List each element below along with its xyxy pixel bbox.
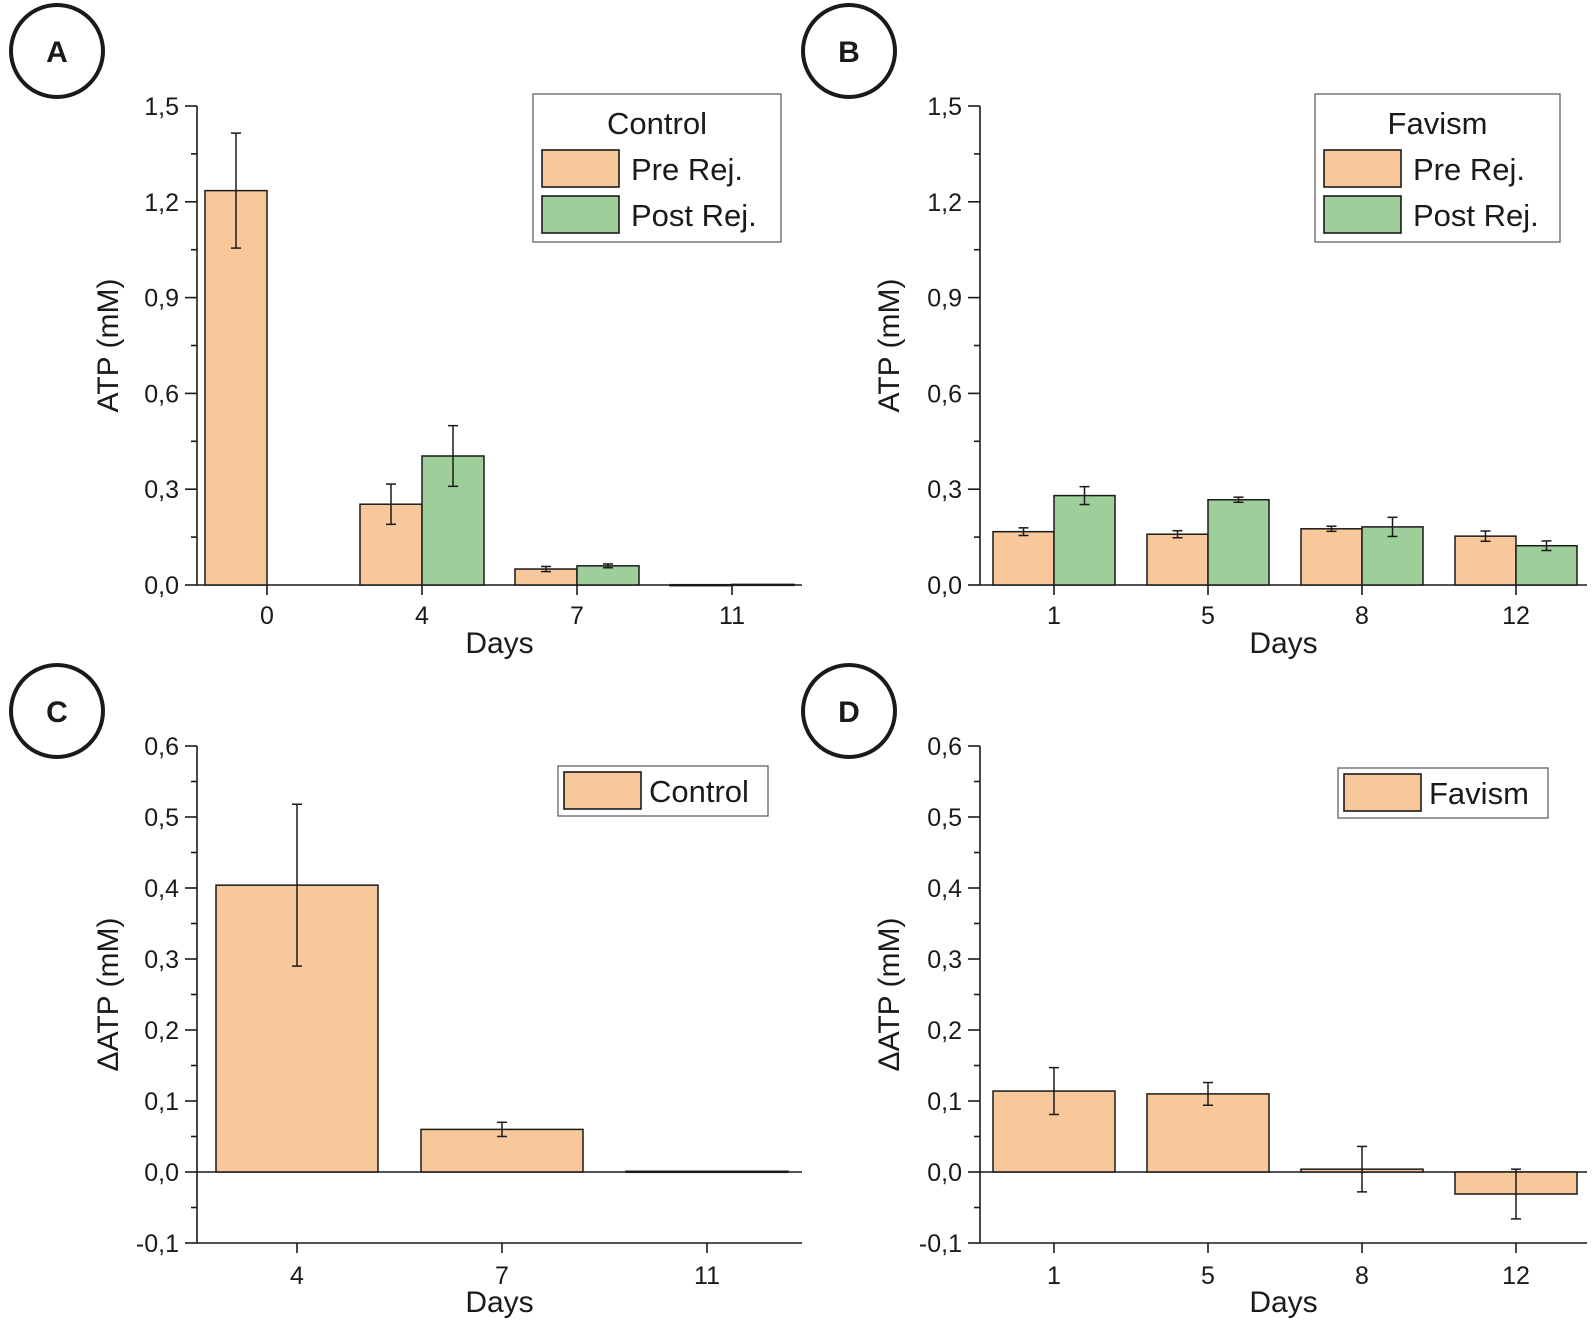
legend: Control — [557, 765, 769, 817]
bar-pre-rej — [669, 583, 733, 587]
bar-pre-rej — [204, 189, 268, 586]
panel-d: D -0,1 0,0 0,1 0,2 0,3 0,4 0,5 0,6 1 5 8 12 ΔATP (mM)… — [801, 663, 1587, 1319]
y-tick-label: 0,3 — [927, 476, 962, 504]
x-tick-label: 7 — [495, 1262, 509, 1290]
y-tick-label: 1,5 — [144, 93, 179, 121]
legend-swatch — [541, 149, 620, 188]
bar-control — [625, 1170, 789, 1174]
y-tick-label: 0,6 — [144, 380, 179, 408]
x-axis-title: Days — [465, 1286, 533, 1319]
y-tick-label: 0,5 — [927, 804, 962, 832]
y-tick-label: 0,4 — [144, 875, 179, 903]
bar-pre-rej — [992, 530, 1055, 586]
x-tick-label: 7 — [570, 602, 584, 630]
x-tick-label: 12 — [1502, 1262, 1530, 1290]
panel-label: A — [46, 36, 68, 69]
y-tick-label: 0,9 — [927, 285, 962, 313]
x-axis-title: Days — [465, 627, 533, 660]
x-tick-label: 8 — [1355, 602, 1369, 630]
y-tick-label: 0,1 — [927, 1088, 962, 1116]
x-tick-label: 1 — [1047, 602, 1061, 630]
legend-label: Post Rej. — [631, 198, 757, 233]
bar-post-rej — [731, 583, 795, 587]
y-tick-label: 1,5 — [927, 93, 962, 121]
y-tick-label: -0,1 — [919, 1230, 962, 1258]
y-axis-title: ATP (mM) — [92, 279, 125, 413]
legend: Control Pre Rej. Post Rej. — [532, 93, 782, 243]
bar-post-rej — [1053, 494, 1116, 586]
legend-label: Pre Rej. — [1413, 152, 1525, 187]
y-tick-label: 0,0 — [144, 572, 179, 600]
legend: Favism Pre Rej. Post Rej. — [1314, 93, 1561, 243]
panel-a: A 0,0 0,3 0,6 0,9 1,2 1,5 0 4 7 11 ATP (mM) Days Cont… — [9, 3, 802, 660]
y-tick-label: 0,4 — [927, 875, 962, 903]
legend-label: Control — [649, 774, 749, 809]
panel-label-circle — [9, 663, 105, 759]
x-tick-label: 5 — [1201, 1262, 1215, 1290]
x-tick-label: 0 — [260, 602, 274, 630]
bar-pre-rej — [1454, 535, 1517, 586]
y-tick-label: 0,6 — [144, 733, 179, 761]
bar-favism — [1146, 1093, 1270, 1173]
x-tick-label: 4 — [415, 602, 429, 630]
x-tick-label: 5 — [1201, 602, 1215, 630]
x-axis-title: Days — [1249, 627, 1317, 660]
bar-post-rej — [1207, 498, 1270, 586]
legend: Favism — [1337, 767, 1549, 819]
x-tick-label: 12 — [1502, 602, 1530, 630]
y-tick-label: 0,3 — [927, 946, 962, 974]
y-axis-title: ΔATP (mM) — [92, 918, 125, 1072]
y-tick-label: 0,9 — [144, 285, 179, 313]
x-tick-label: 1 — [1047, 1262, 1061, 1290]
bar-post-rej — [1515, 544, 1578, 586]
bar-post-rej — [576, 565, 640, 586]
panel-b: B 0,0 0,3 0,6 0,9 1,2 1,5 1 5 8 12 ATP (mM) Days Favi… — [801, 3, 1587, 660]
y-tick-label: 0,2 — [927, 1017, 962, 1045]
panel-label: C — [46, 696, 68, 729]
y-tick-label: 0,0 — [927, 1159, 962, 1187]
y-tick-label: 0,0 — [927, 572, 962, 600]
panel-label-circle — [9, 3, 105, 99]
legend-swatch — [1343, 773, 1422, 812]
y-tick-label: -0,1 — [136, 1230, 179, 1258]
y-tick-label: 0,0 — [144, 1159, 179, 1187]
x-tick-label: 11 — [694, 1262, 720, 1290]
x-tick-label: 4 — [290, 1262, 304, 1290]
y-axis-title: ΔATP (mM) — [873, 918, 906, 1072]
bar-pre-rej — [1146, 533, 1209, 586]
y-tick-label: 0,5 — [144, 804, 179, 832]
panel-label-circle — [801, 3, 897, 99]
legend-swatch — [563, 771, 642, 810]
x-tick-label: 8 — [1355, 1262, 1369, 1290]
legend-label: Post Rej. — [1413, 198, 1539, 233]
panel-label: D — [838, 696, 860, 729]
y-axis-title: ATP (mM) — [873, 279, 906, 413]
legend-swatch — [1323, 149, 1402, 188]
legend-swatch — [1323, 195, 1402, 234]
legend-label: Favism — [1429, 776, 1529, 811]
legend-label: Pre Rej. — [631, 152, 743, 187]
y-tick-label: 0,3 — [144, 476, 179, 504]
y-tick-label: 0,2 — [144, 1017, 179, 1045]
legend-title: Control — [607, 106, 707, 141]
legend-title: Favism — [1388, 106, 1488, 141]
y-tick-label: 0,3 — [144, 946, 179, 974]
x-axis-title: Days — [1249, 1286, 1317, 1319]
y-tick-label: 0,1 — [144, 1088, 179, 1116]
panel-label-circle — [801, 663, 897, 759]
y-tick-label: 0,6 — [927, 380, 962, 408]
legend-swatch — [541, 195, 620, 234]
bar-pre-rej — [1300, 528, 1363, 586]
panel-label: B — [838, 36, 860, 69]
x-tick-label: 11 — [719, 602, 745, 630]
y-tick-label: 1,2 — [927, 189, 962, 217]
y-tick-label: 0,6 — [927, 733, 962, 761]
y-tick-label: 1,2 — [144, 189, 179, 217]
panel-c: C -0,1 0,0 0,1 0,2 0,3 0,4 0,5 0,6 4 7 11 ΔATP (mM) D… — [9, 663, 802, 1319]
